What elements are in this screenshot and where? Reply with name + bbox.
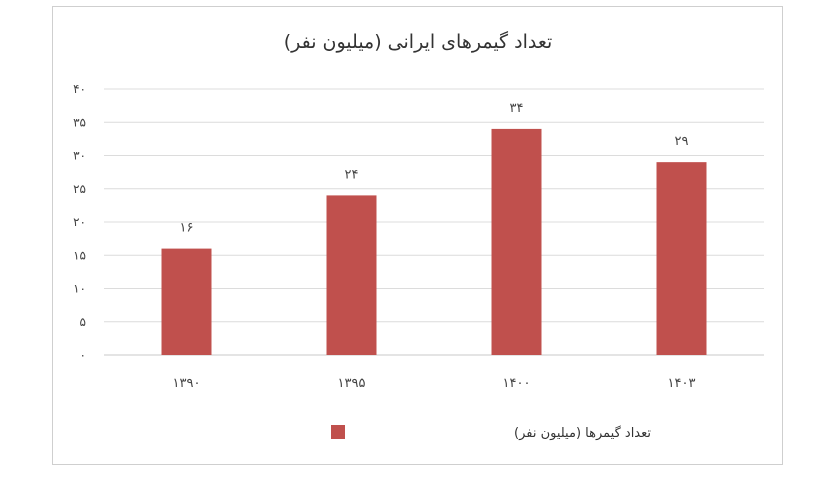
x-tick-label: ۱۴۰۳ bbox=[668, 376, 696, 391]
data-label: ۲۹ bbox=[675, 134, 689, 149]
y-tick-label: ۳۰ bbox=[73, 149, 86, 163]
bar bbox=[327, 195, 377, 355]
legend-label: تعداد گیمرها (میلیون نفر) bbox=[514, 425, 651, 441]
x-tick-label: ۱۳۹۰ bbox=[173, 376, 201, 391]
y-axis-ticks: ۰ ۵ ۱۰ ۱۵ ۲۰ ۲۵ ۳۰ ۳۵ ۴۰ bbox=[73, 82, 86, 362]
y-tick-label: ۰ bbox=[80, 348, 86, 362]
bar bbox=[162, 249, 212, 355]
bar bbox=[492, 129, 542, 355]
data-labels: ۱۶ ۲۴ ۳۴ ۲۹ bbox=[180, 101, 689, 236]
x-axis-ticks: ۱۳۹۰ ۱۳۹۵ ۱۴۰۰ ۱۴۰۳ bbox=[173, 376, 696, 391]
legend-swatch bbox=[331, 425, 345, 439]
y-tick-label: ۴۰ bbox=[73, 82, 86, 96]
x-tick-label: ۱۳۹۵ bbox=[338, 376, 366, 391]
data-label: ۳۴ bbox=[510, 101, 524, 116]
y-tick-label: ۵ bbox=[80, 315, 86, 329]
bar bbox=[657, 162, 707, 355]
x-tick-label: ۱۴۰۰ bbox=[503, 376, 531, 391]
y-tick-label: ۱۰ bbox=[73, 282, 86, 296]
bars bbox=[162, 129, 707, 355]
legend: تعداد گیمرها (میلیون نفر) bbox=[331, 425, 651, 441]
y-tick-label: ۳۵ bbox=[73, 115, 86, 129]
data-label: ۲۴ bbox=[345, 167, 359, 182]
chart-title: تعداد گیمرهای ایرانی (میلیون نفر) bbox=[284, 30, 553, 53]
data-label: ۱۶ bbox=[180, 221, 194, 236]
y-tick-label: ۲۰ bbox=[73, 215, 86, 229]
y-tick-label: ۱۵ bbox=[73, 248, 86, 262]
y-tick-label: ۲۵ bbox=[73, 182, 86, 196]
